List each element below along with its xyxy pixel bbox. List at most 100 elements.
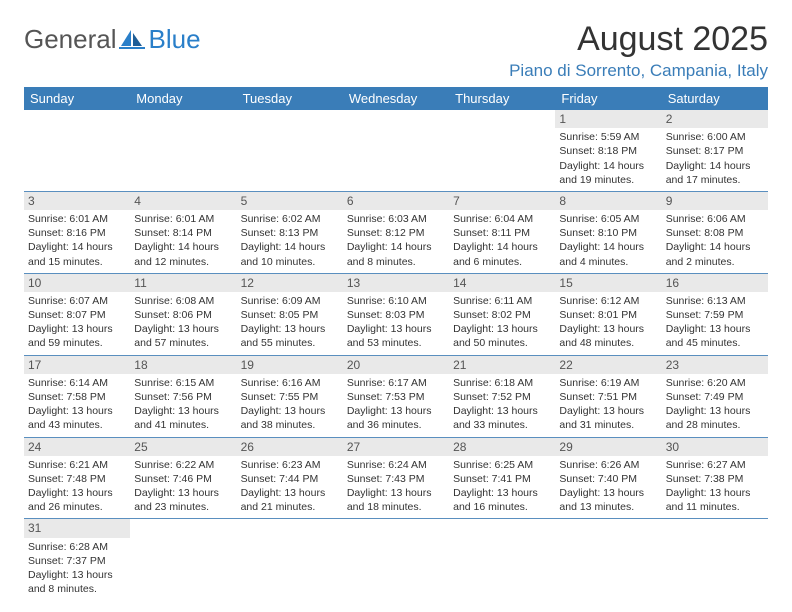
calendar-week-row: 3Sunrise: 6:01 AMSunset: 8:16 PMDaylight…: [24, 191, 768, 273]
calendar-day-cell: 21Sunrise: 6:18 AMSunset: 7:52 PMDayligh…: [449, 355, 555, 437]
daylight-line: Daylight: 13 hours: [453, 486, 551, 500]
daylight-line: Daylight: 13 hours: [559, 486, 657, 500]
day-number: 29: [555, 438, 661, 456]
calendar-day-cell: 30Sunrise: 6:27 AMSunset: 7:38 PMDayligh…: [662, 437, 768, 519]
sunrise-line: Sunrise: 6:22 AM: [134, 458, 232, 472]
daylight-line: and 50 minutes.: [453, 336, 551, 350]
day-number: 8: [555, 192, 661, 210]
day-number: 4: [130, 192, 236, 210]
calendar-week-row: 10Sunrise: 6:07 AMSunset: 8:07 PMDayligh…: [24, 273, 768, 355]
day-number: 26: [237, 438, 343, 456]
daylight-line: and 6 minutes.: [453, 255, 551, 269]
daylight-line: and 16 minutes.: [453, 500, 551, 514]
sunrise-line: Sunrise: 6:11 AM: [453, 294, 551, 308]
daylight-line: and 31 minutes.: [559, 418, 657, 432]
daylight-line: Daylight: 13 hours: [28, 404, 126, 418]
sunrise-line: Sunrise: 6:16 AM: [241, 376, 339, 390]
calendar-header-row: SundayMondayTuesdayWednesdayThursdayFrid…: [24, 87, 768, 110]
calendar-week-row: 24 Sunrise: 6:21 AMSunset: 7:48 PM Dayligh…: [24, 437, 768, 519]
calendar-day-cell: 17Sunrise: 6:14 AMSunset: 7:58 PMDayligh…: [24, 355, 130, 437]
sunrise-line: Sunrise: 6:00 AM: [666, 130, 764, 144]
daylight-line: Daylight: 13 hours: [666, 322, 764, 336]
calendar-week-row: 1Sunrise: 5:59 AMSunset: 8:18 PMDaylight…: [24, 110, 768, 191]
calendar-day-cell: 26Sunrise: 6:23 AMSunset: 7:44 PMDayligh…: [237, 437, 343, 519]
daylight-line: Daylight: 14 hours: [241, 240, 339, 254]
weekday-header: Saturday: [662, 87, 768, 110]
day-number: 22: [555, 356, 661, 374]
daylight-line: Daylight: 13 hours: [666, 404, 764, 418]
daylight-line: and 8 minutes.: [347, 255, 445, 269]
daylight-line: Daylight: 13 hours: [559, 322, 657, 336]
sunset-line: Sunset: 7:48 PM: [28, 472, 126, 486]
weekday-header: Monday: [130, 87, 236, 110]
sunset-line: Sunset: 8:08 PM: [666, 226, 764, 240]
day-number: 21: [449, 356, 555, 374]
weekday-header: Wednesday: [343, 87, 449, 110]
calendar-day-cell: 22Sunrise: 6:19 AMSunset: 7:51 PMDayligh…: [555, 355, 661, 437]
sunrise-line: Sunrise: 6:07 AM: [28, 294, 126, 308]
sunset-line: Sunset: 7:59 PM: [666, 308, 764, 322]
sunrise-line: Sunrise: 6:21 AM: [28, 458, 126, 472]
sunset-line: Sunset: 8:13 PM: [241, 226, 339, 240]
weekday-header: Sunday: [24, 87, 130, 110]
daylight-line: Daylight: 14 hours: [666, 159, 764, 173]
calendar-day-cell: 5Sunrise: 6:02 AMSunset: 8:13 PMDaylight…: [237, 191, 343, 273]
daylight-line: Daylight: 14 hours: [347, 240, 445, 254]
weekday-header: Thursday: [449, 87, 555, 110]
daylight-line: Daylight: 14 hours: [559, 159, 657, 173]
calendar-day-cell: 12Sunrise: 6:09 AMSunset: 8:05 PMDayligh…: [237, 273, 343, 355]
day-number: 3: [24, 192, 130, 210]
day-number: 12: [237, 274, 343, 292]
calendar-day-cell: 29Sunrise: 6:26 AMSunset: 7:40 PMDayligh…: [555, 437, 661, 519]
calendar-day-cell: 9Sunrise: 6:06 AMSunset: 8:08 PMDaylight…: [662, 191, 768, 273]
daylight-line: Daylight: 14 hours: [134, 240, 232, 254]
calendar-day-cell: 10Sunrise: 6:07 AMSunset: 8:07 PMDayligh…: [24, 273, 130, 355]
calendar-day-cell: 6Sunrise: 6:03 AMSunset: 8:12 PMDaylight…: [343, 191, 449, 273]
daylight-line: Daylight: 13 hours: [28, 568, 126, 582]
sunrise-line: Sunrise: 6:06 AM: [666, 212, 764, 226]
day-number: 18: [130, 356, 236, 374]
calendar-empty-cell: [662, 519, 768, 600]
day-number: 30: [662, 438, 768, 456]
calendar-day-cell: 1Sunrise: 5:59 AMSunset: 8:18 PMDaylight…: [555, 110, 661, 191]
day-number: 13: [343, 274, 449, 292]
weekday-header: Friday: [555, 87, 661, 110]
daylight-line: Daylight: 13 hours: [134, 404, 232, 418]
daylight-line: Daylight: 13 hours: [241, 486, 339, 500]
calendar-day-cell: 24Sunrise: 6:21 AMSunset: 7:48 PMDayligh…: [24, 437, 130, 519]
daylight-line: Daylight: 14 hours: [559, 240, 657, 254]
sunrise-line: Sunrise: 5:59 AM: [559, 130, 657, 144]
day-number: 7: [449, 192, 555, 210]
calendar-table: SundayMondayTuesdayWednesdayThursdayFrid…: [24, 87, 768, 600]
sunset-line: Sunset: 8:17 PM: [666, 144, 764, 158]
day-number: 27: [343, 438, 449, 456]
daylight-line: Daylight: 13 hours: [134, 322, 232, 336]
sunset-line: Sunset: 7:56 PM: [134, 390, 232, 404]
day-number: 24: [24, 438, 130, 456]
sunset-line: Sunset: 8:06 PM: [134, 308, 232, 322]
sunrise-line: Sunrise: 6:13 AM: [666, 294, 764, 308]
daylight-line: and 15 minutes.: [28, 255, 126, 269]
sunset-line: Sunset: 8:14 PM: [134, 226, 232, 240]
sunset-line: Sunset: 7:38 PM: [666, 472, 764, 486]
sunrise-line: Sunrise: 6:05 AM: [559, 212, 657, 226]
sunset-line: Sunset: 7:41 PM: [453, 472, 551, 486]
calendar-day-cell: 23Sunrise: 6:20 AMSunset: 7:49 PMDayligh…: [662, 355, 768, 437]
daylight-line: and 8 minutes.: [28, 582, 126, 596]
day-number: 28: [449, 438, 555, 456]
sunrise-line: Sunrise: 6:24 AM: [347, 458, 445, 472]
daylight-line: and 26 minutes.: [28, 500, 126, 514]
calendar-day-cell: 14Sunrise: 6:11 AMSunset: 8:02 PMDayligh…: [449, 273, 555, 355]
daylight-line: Daylight: 13 hours: [347, 486, 445, 500]
day-number: 2: [662, 110, 768, 128]
sunset-line: Sunset: 8:07 PM: [28, 308, 126, 322]
daylight-line: and 21 minutes.: [241, 500, 339, 514]
calendar-empty-cell: [24, 110, 130, 191]
calendar-day-cell: 11Sunrise: 6:08 AMSunset: 8:06 PMDayligh…: [130, 273, 236, 355]
sunset-line: Sunset: 8:12 PM: [347, 226, 445, 240]
calendar-week-row: 31Sunrise: 6:28 AMSunset: 7:37 PMDayligh…: [24, 519, 768, 600]
daylight-line: and 57 minutes.: [134, 336, 232, 350]
daylight-line: Daylight: 13 hours: [453, 404, 551, 418]
day-number: 17: [24, 356, 130, 374]
daylight-line: and 10 minutes.: [241, 255, 339, 269]
